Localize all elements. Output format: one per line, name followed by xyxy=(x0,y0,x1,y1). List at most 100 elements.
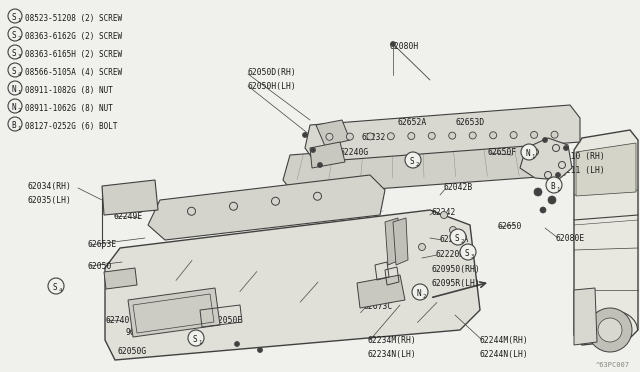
Text: 62042B: 62042B xyxy=(444,183,473,192)
Circle shape xyxy=(588,308,632,352)
Polygon shape xyxy=(310,142,345,168)
Circle shape xyxy=(534,188,542,196)
Polygon shape xyxy=(316,120,350,146)
Text: 62050E: 62050E xyxy=(214,316,243,325)
Text: 1: 1 xyxy=(531,154,534,158)
Text: 62050H(LH): 62050H(LH) xyxy=(248,82,297,91)
Circle shape xyxy=(556,173,561,177)
Polygon shape xyxy=(105,210,480,360)
Circle shape xyxy=(440,212,447,218)
Polygon shape xyxy=(128,288,220,337)
Circle shape xyxy=(563,145,568,151)
Text: 62740: 62740 xyxy=(105,316,129,325)
Text: N: N xyxy=(525,148,530,157)
Circle shape xyxy=(257,347,262,353)
Circle shape xyxy=(8,9,22,23)
Text: 4: 4 xyxy=(58,288,61,292)
Text: 62080H: 62080H xyxy=(390,42,419,51)
Polygon shape xyxy=(520,138,572,180)
Text: 62050G: 62050G xyxy=(118,347,147,356)
Text: 08566-5105A (4) SCREW: 08566-5105A (4) SCREW xyxy=(25,67,122,77)
Text: N: N xyxy=(11,103,16,112)
Circle shape xyxy=(8,63,22,77)
Polygon shape xyxy=(357,275,405,308)
Text: 62220A: 62220A xyxy=(440,235,469,244)
Circle shape xyxy=(303,132,307,138)
Text: 1: 1 xyxy=(556,186,559,192)
Text: N: N xyxy=(11,84,16,93)
Polygon shape xyxy=(393,218,408,265)
Text: 1: 1 xyxy=(17,125,20,131)
Circle shape xyxy=(367,133,374,140)
Circle shape xyxy=(234,341,239,346)
Circle shape xyxy=(326,133,333,140)
Text: 08363-6162G (2) SCREW: 08363-6162G (2) SCREW xyxy=(25,32,122,41)
Text: 62240G: 62240G xyxy=(340,148,369,157)
Text: 62050: 62050 xyxy=(88,262,113,271)
Circle shape xyxy=(390,42,396,46)
Circle shape xyxy=(346,133,353,140)
Text: 08363-6165H (2) SCREW: 08363-6165H (2) SCREW xyxy=(25,49,122,58)
Text: 3: 3 xyxy=(470,253,474,259)
Text: S: S xyxy=(11,31,16,39)
Circle shape xyxy=(317,163,323,167)
Text: 1: 1 xyxy=(198,340,202,344)
Text: 4: 4 xyxy=(17,71,20,77)
Text: S: S xyxy=(464,248,469,257)
Polygon shape xyxy=(576,143,636,196)
Text: 08127-0252G (6) BOLT: 08127-0252G (6) BOLT xyxy=(25,122,118,131)
Text: 62652A: 62652A xyxy=(398,118,428,127)
Circle shape xyxy=(408,132,415,140)
Text: 62650F: 62650F xyxy=(487,148,516,157)
Circle shape xyxy=(460,244,476,260)
Circle shape xyxy=(387,133,394,140)
Circle shape xyxy=(469,132,476,139)
Text: S: S xyxy=(454,234,459,243)
Text: 2: 2 xyxy=(422,294,426,298)
Text: 62653E: 62653E xyxy=(88,240,117,249)
Text: 96212: 96212 xyxy=(126,328,150,337)
Circle shape xyxy=(490,132,497,139)
Text: 62211 (LH): 62211 (LH) xyxy=(556,166,605,175)
Polygon shape xyxy=(574,130,638,345)
Text: 62244N(LH): 62244N(LH) xyxy=(480,350,529,359)
Circle shape xyxy=(598,318,622,342)
Text: 62301E: 62301E xyxy=(105,278,134,287)
Circle shape xyxy=(188,330,204,346)
Text: S: S xyxy=(11,67,16,76)
Text: 62244M(RH): 62244M(RH) xyxy=(480,336,529,345)
Polygon shape xyxy=(102,180,158,215)
Text: 62050D(RH): 62050D(RH) xyxy=(248,68,297,77)
Text: 62673C: 62673C xyxy=(363,302,392,311)
Circle shape xyxy=(548,196,556,204)
Text: S: S xyxy=(192,334,197,343)
Text: 62242: 62242 xyxy=(432,208,456,217)
Text: S: S xyxy=(11,13,16,22)
Text: 62035(LH): 62035(LH) xyxy=(28,196,72,205)
Text: 08523-51208 (2) SCREW: 08523-51208 (2) SCREW xyxy=(25,13,122,22)
Polygon shape xyxy=(283,135,565,195)
Circle shape xyxy=(543,138,547,142)
Text: S: S xyxy=(409,157,414,166)
Text: 2: 2 xyxy=(415,161,419,167)
Circle shape xyxy=(8,99,22,113)
Text: 1: 1 xyxy=(17,90,20,94)
Circle shape xyxy=(449,227,456,234)
Circle shape xyxy=(8,45,22,59)
Text: 62034(RH): 62034(RH) xyxy=(28,182,72,191)
Text: 62650: 62650 xyxy=(497,222,522,231)
Circle shape xyxy=(310,148,316,153)
Text: B: B xyxy=(550,182,555,190)
Circle shape xyxy=(551,131,558,138)
Text: 62653D: 62653D xyxy=(456,118,485,127)
Circle shape xyxy=(449,132,456,139)
Text: 62232: 62232 xyxy=(361,133,385,142)
Polygon shape xyxy=(305,105,580,162)
Text: 62220M: 62220M xyxy=(435,250,464,259)
Text: B: B xyxy=(11,121,16,129)
Text: 62234N(LH): 62234N(LH) xyxy=(368,350,417,359)
Text: 620950(RH): 620950(RH) xyxy=(432,265,481,274)
Text: S: S xyxy=(52,282,57,292)
Text: 2: 2 xyxy=(17,108,20,112)
Text: 62210 (RH): 62210 (RH) xyxy=(556,152,605,161)
